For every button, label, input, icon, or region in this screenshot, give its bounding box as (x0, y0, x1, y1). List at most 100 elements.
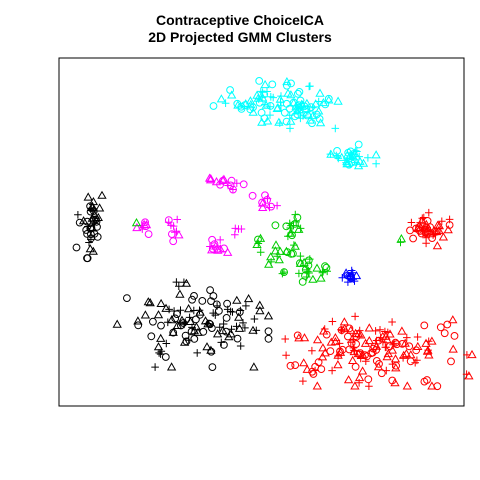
data-point (153, 342, 164, 351)
data-point (167, 314, 177, 324)
data-point (241, 324, 249, 332)
data-point (280, 268, 289, 277)
data-point (255, 305, 265, 315)
data-point (263, 87, 271, 96)
data-point (354, 140, 363, 149)
data-point (133, 316, 143, 325)
data-point (322, 330, 331, 339)
data-point (282, 76, 292, 86)
data-point (295, 88, 304, 96)
data-point (292, 218, 300, 226)
data-point (321, 262, 329, 271)
data-point (156, 333, 166, 342)
data-point (83, 254, 91, 263)
data-point (286, 124, 294, 133)
data-point (226, 307, 235, 316)
data-point (206, 286, 215, 295)
data-point (322, 263, 331, 272)
data-point (364, 375, 373, 384)
data-point (234, 225, 243, 233)
data-point (320, 348, 330, 357)
data-point (234, 312, 244, 321)
data-point (282, 351, 290, 360)
data-point (285, 228, 296, 237)
data-point (93, 233, 102, 241)
data-point (239, 319, 247, 327)
data-point (291, 361, 300, 370)
data-point (255, 77, 264, 85)
data-point (364, 335, 374, 345)
data-point (224, 181, 232, 190)
data-point (432, 241, 443, 250)
data-point (75, 218, 84, 227)
data-point (169, 222, 178, 230)
data-point (216, 236, 224, 244)
data-point (416, 227, 424, 235)
data-point (351, 312, 359, 321)
data-point (224, 332, 234, 341)
data-point (85, 238, 93, 247)
data-point (283, 88, 293, 97)
data-point (296, 96, 305, 105)
data-point (397, 326, 407, 335)
data-point (208, 324, 216, 333)
data-point (233, 100, 243, 109)
data-point (87, 202, 97, 211)
data-point (287, 79, 295, 88)
data-point (85, 244, 95, 253)
data-point (311, 99, 321, 108)
data-point (403, 333, 411, 342)
data-point (183, 303, 194, 313)
data-points-layer (72, 76, 477, 391)
data-point (260, 79, 270, 89)
data-point (213, 245, 222, 253)
data-point (83, 192, 93, 201)
data-point (168, 230, 176, 239)
data-point (270, 246, 281, 255)
data-point (305, 115, 315, 124)
data-point (169, 237, 178, 246)
data-point (188, 295, 197, 304)
data-point (333, 96, 343, 105)
data-point (92, 217, 101, 226)
data-point (258, 88, 267, 97)
data-point (145, 297, 155, 307)
data-point (234, 323, 245, 332)
data-point (355, 350, 364, 359)
data-point (218, 325, 228, 335)
data-point (262, 116, 273, 125)
data-point (344, 148, 353, 157)
data-point (140, 310, 151, 319)
data-point (388, 318, 396, 326)
data-point (281, 246, 292, 255)
chart-title: Contraceptive ChoiceICA (155, 12, 325, 28)
data-point (388, 360, 397, 368)
chart-subtitle: 2D Projected GMM Clusters (148, 29, 332, 45)
data-point (282, 117, 291, 126)
data-point (211, 311, 220, 319)
data-point (74, 211, 82, 219)
data-point (317, 365, 326, 374)
data-point (202, 342, 212, 351)
data-point (440, 329, 449, 338)
data-point (252, 90, 262, 99)
data-point (299, 377, 307, 385)
data-point (345, 160, 353, 169)
data-point (153, 310, 164, 319)
data-point (280, 108, 289, 117)
data-point (264, 334, 273, 343)
data-point (321, 100, 330, 109)
data-point (215, 323, 224, 331)
data-point (281, 335, 289, 343)
data-point (443, 225, 453, 234)
data-point (187, 327, 196, 336)
data-point (207, 297, 215, 306)
data-point (438, 217, 446, 226)
data-point (422, 239, 430, 248)
data-point (157, 347, 166, 355)
data-point (190, 292, 198, 300)
data-point (198, 297, 207, 305)
data-point (407, 218, 416, 227)
data-point (381, 343, 390, 352)
data-point (208, 235, 217, 244)
